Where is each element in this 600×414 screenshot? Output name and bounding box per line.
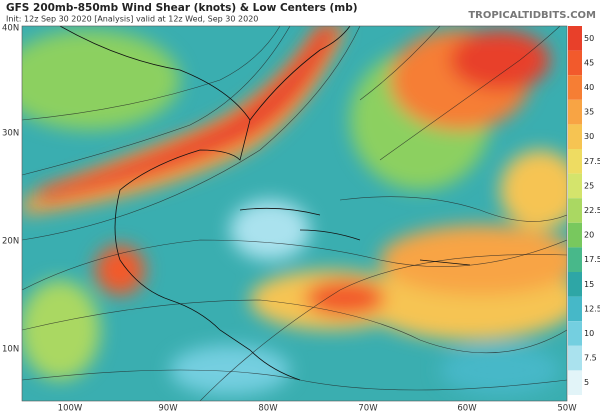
subtitle: Init: 12z Sep 30 2020 [Analysis] valid a… <box>6 15 258 24</box>
colorbar-label: 7.5 <box>584 354 597 363</box>
lon-label: 90W <box>158 404 178 414</box>
lon-label: 50W <box>557 404 577 414</box>
colorbar-label: 25 <box>584 181 594 190</box>
colorbar-swatch <box>568 345 582 371</box>
lat-label: 20N <box>2 237 19 247</box>
shear-field <box>22 26 567 401</box>
colorbar-swatch <box>568 124 582 149</box>
colorbar-swatch <box>568 75 582 100</box>
colorbar-label: 30 <box>584 132 594 141</box>
colorbar-label: 12.5 <box>584 304 600 313</box>
colorbar-label: 22.5 <box>584 206 600 215</box>
colorbar-swatch <box>568 272 582 297</box>
colorbar: 50 45 40 35 30 27.5 25 22.5 20 17.5 15 12.5 10 7.5 5 <box>568 26 600 395</box>
colorbar-label: 50 <box>584 34 594 43</box>
colorbar-label: 17.5 <box>584 255 600 264</box>
colorbar-label: 35 <box>584 108 594 117</box>
colorbar-label: 40 <box>584 83 594 92</box>
colorbar-swatch <box>568 198 582 223</box>
lat-label: 10N <box>2 345 19 355</box>
colorbar-swatch <box>568 222 582 248</box>
lat-label: 40N <box>2 24 19 34</box>
axis-labels: 40N 30N 20N 10N 100W 90W 80W 70W 60W 50W <box>2 24 577 414</box>
colorbar-swatch <box>568 321 582 346</box>
colorbar-swatch <box>568 370 582 395</box>
colorbar-label: 10 <box>584 329 594 338</box>
lon-label: 60W <box>457 404 477 414</box>
lon-label: 100W <box>58 404 83 414</box>
lat-label: 30N <box>2 129 19 139</box>
colorbar-swatch <box>568 173 582 199</box>
colorbar-swatch <box>568 149 582 174</box>
colorbar-label: 45 <box>584 58 594 67</box>
colorbar-swatch <box>568 247 582 272</box>
map-frame <box>21 25 568 402</box>
colorbar-label: 15 <box>584 280 594 289</box>
colorbar-swatch <box>568 26 582 51</box>
watermark: TROPICALTIDBITS.COM <box>468 10 596 21</box>
lon-label: 70W <box>358 404 378 414</box>
colorbar-swatch <box>568 99 582 125</box>
colorbar-label: 27.5 <box>584 157 600 166</box>
colorbar-swatch <box>568 296 582 322</box>
colorbar-label: 20 <box>584 231 594 240</box>
lon-label: 80W <box>258 404 278 414</box>
colorbar-swatch <box>568 50 582 76</box>
title: GFS 200mb-850mb Wind Shear (knots) & Low… <box>6 2 358 14</box>
colorbar-label: 5 <box>584 378 589 387</box>
